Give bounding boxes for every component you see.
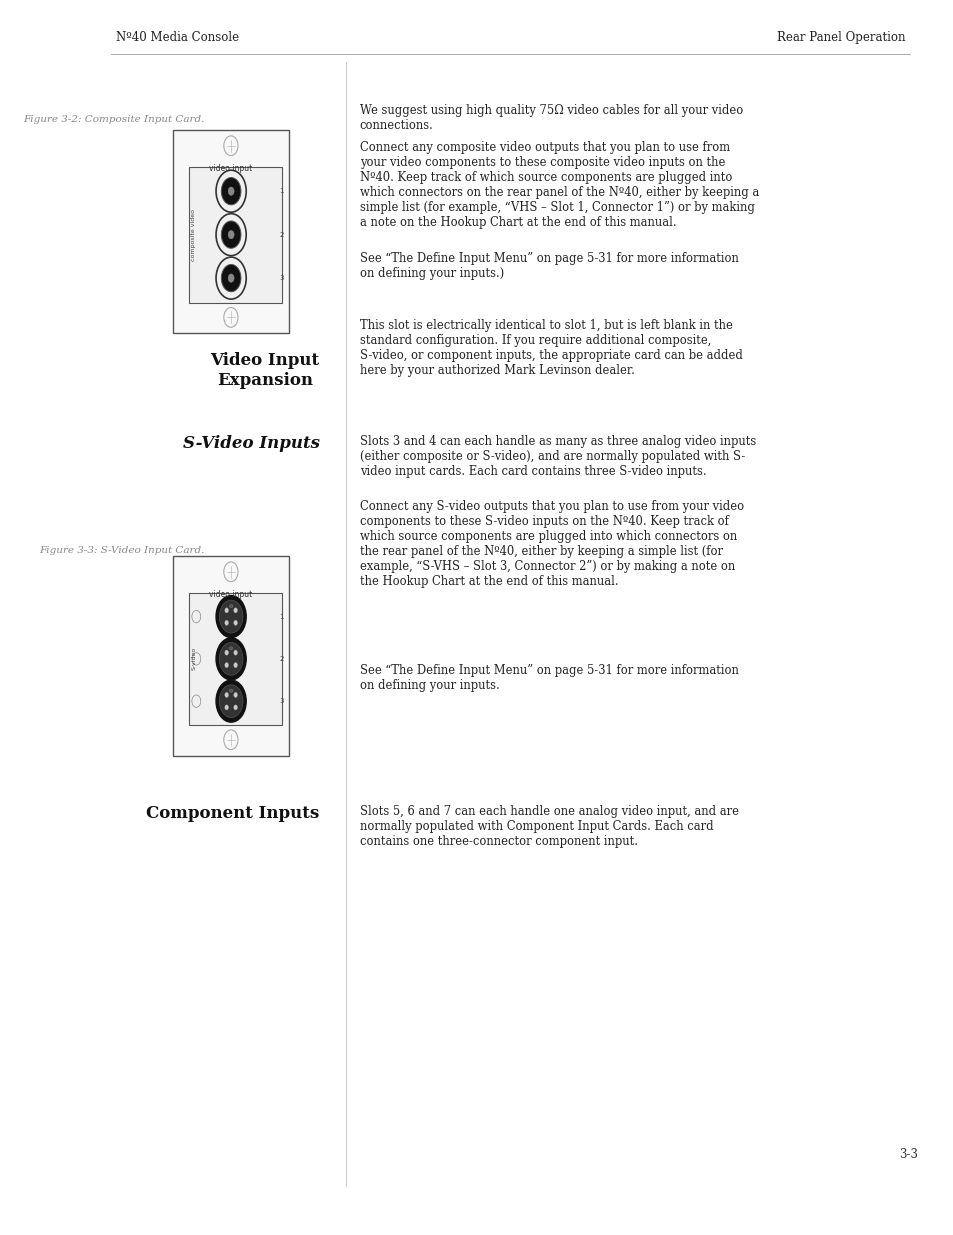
Circle shape — [219, 600, 243, 634]
Text: Nº40 Media Console: Nº40 Media Console — [115, 31, 238, 44]
Text: This slot is electrically identical to slot 1, but is left blank in the
standard: This slot is electrically identical to s… — [359, 319, 741, 377]
Circle shape — [219, 642, 243, 676]
FancyBboxPatch shape — [173, 556, 288, 756]
Text: 1: 1 — [279, 614, 284, 620]
Text: video input: video input — [209, 164, 253, 173]
Text: We suggest using high quality 75Ω video cables for all your video
connections.: We suggest using high quality 75Ω video … — [359, 104, 742, 132]
Circle shape — [225, 650, 228, 655]
Circle shape — [225, 693, 228, 698]
Circle shape — [228, 231, 233, 238]
Text: Rear Panel Operation: Rear Panel Operation — [776, 31, 904, 44]
Circle shape — [225, 620, 228, 625]
Text: S-Video Inputs: S-Video Inputs — [182, 435, 319, 452]
Text: video input: video input — [209, 590, 253, 599]
Ellipse shape — [229, 689, 233, 693]
Circle shape — [221, 264, 241, 291]
Circle shape — [228, 186, 233, 195]
Circle shape — [221, 221, 241, 248]
Text: Slots 5, 6 and 7 can each handle one analog video input, and are
normally popula: Slots 5, 6 and 7 can each handle one ana… — [359, 805, 738, 848]
Text: Connect any composite video outputs that you plan to use from
your video compone: Connect any composite video outputs that… — [359, 141, 758, 228]
Text: 3: 3 — [279, 698, 284, 704]
Circle shape — [233, 620, 237, 625]
Circle shape — [225, 608, 228, 613]
Circle shape — [219, 684, 243, 718]
Ellipse shape — [229, 604, 233, 608]
Circle shape — [228, 274, 233, 283]
Circle shape — [215, 595, 246, 637]
Text: See “The Define Input Menu” on page 5-31 for more information
on defining your i: See “The Define Input Menu” on page 5-31… — [359, 664, 738, 693]
Text: 1: 1 — [279, 188, 284, 194]
Circle shape — [233, 693, 237, 698]
Circle shape — [225, 705, 228, 710]
Text: composite video: composite video — [191, 209, 196, 261]
Text: Slots 3 and 4 can each handle as many as three analog video inputs
(either compo: Slots 3 and 4 can each handle as many as… — [359, 435, 755, 478]
Text: Video Input
Expansion: Video Input Expansion — [211, 352, 319, 389]
Text: 3-3: 3-3 — [899, 1149, 918, 1161]
Circle shape — [233, 705, 237, 710]
Circle shape — [233, 663, 237, 668]
Circle shape — [215, 637, 246, 679]
FancyBboxPatch shape — [189, 167, 282, 303]
Text: S-video: S-video — [192, 647, 197, 671]
FancyBboxPatch shape — [173, 130, 288, 333]
Text: 2: 2 — [279, 656, 284, 662]
Text: Connect any S-video outputs that you plan to use from your video
components to t: Connect any S-video outputs that you pla… — [359, 500, 743, 588]
Text: 2: 2 — [279, 232, 284, 237]
Circle shape — [233, 650, 237, 655]
Text: See “The Define Input Menu” on page 5-31 for more information
on defining your i: See “The Define Input Menu” on page 5-31… — [359, 252, 738, 280]
Circle shape — [215, 680, 246, 722]
Ellipse shape — [229, 647, 233, 650]
Text: 3: 3 — [279, 275, 284, 282]
Text: Figure 3-2: Composite Input Card.: Figure 3-2: Composite Input Card. — [23, 115, 204, 124]
Circle shape — [225, 663, 228, 668]
FancyBboxPatch shape — [189, 593, 282, 725]
Circle shape — [233, 608, 237, 613]
Text: Component Inputs: Component Inputs — [146, 805, 319, 823]
Text: Figure 3-3: S-Video Input Card.: Figure 3-3: S-Video Input Card. — [39, 546, 204, 555]
Circle shape — [221, 178, 241, 205]
